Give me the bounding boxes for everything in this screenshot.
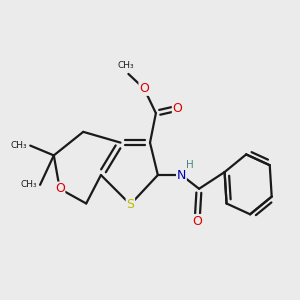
Text: N: N [177,169,186,182]
Text: O: O [139,82,149,95]
Text: CH₃: CH₃ [20,180,37,189]
Text: O: O [172,102,182,115]
Text: CH₃: CH₃ [11,141,27,150]
Text: O: O [55,182,64,195]
Text: S: S [126,198,134,211]
Text: O: O [192,215,202,228]
Text: CH₃: CH₃ [117,61,134,70]
Text: H: H [186,160,194,170]
